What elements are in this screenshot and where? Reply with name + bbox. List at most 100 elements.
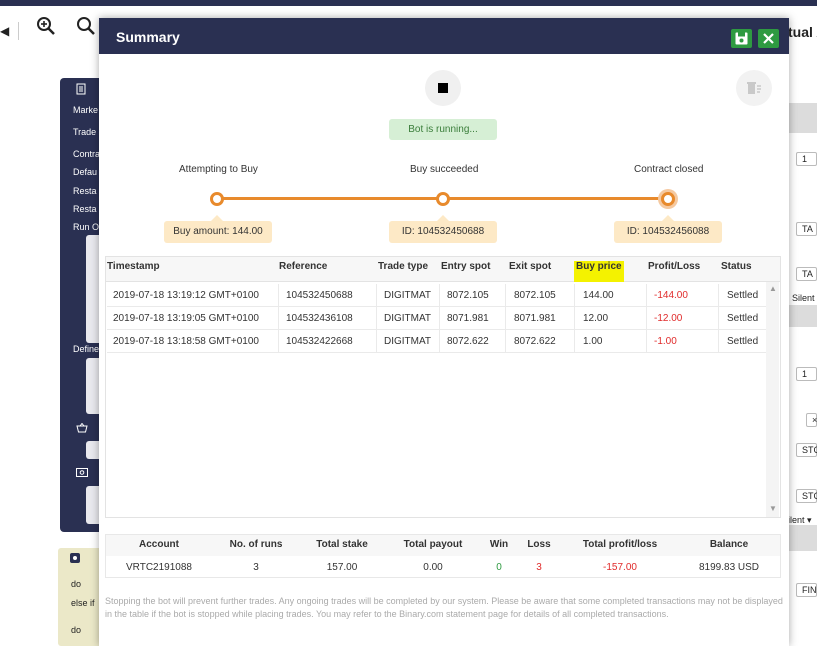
side-label: Trade <box>73 127 97 137</box>
win-count-value: 0 <box>496 562 502 573</box>
value-input[interactable]: FIN <box>796 583 817 597</box>
scroll-up-icon[interactable]: ▲ <box>769 284 777 293</box>
side-label: Contra <box>73 149 101 159</box>
stop-icon <box>438 83 448 93</box>
column-header[interactable]: Status <box>721 261 752 272</box>
value-input[interactable]: 1 <box>796 152 817 166</box>
workspace-block <box>788 525 817 551</box>
save-button[interactable] <box>731 29 752 48</box>
side-label: Marke <box>73 105 99 115</box>
cell-profit-loss: -144.00 <box>647 284 719 307</box>
buy-id-chip: ID: 104532450688 <box>389 221 497 243</box>
scroll-down-icon[interactable]: ▼ <box>769 504 777 513</box>
column-header[interactable]: Timestamp <box>107 261 160 272</box>
contract-id-chip: ID: 104532456088 <box>614 221 722 243</box>
value-dropdown[interactable]: ilent ▾ <box>788 515 812 525</box>
stop-bot-disclaimer: Stopping the bot will prevent further tr… <box>105 596 783 619</box>
cell-trade-type: DIGITMAT <box>377 284 440 307</box>
trade-parameters-block[interactable]: Marke Trade Contra Defau Resta Resta Run… <box>60 78 102 532</box>
stage-dot-buy-succeeded <box>436 192 450 206</box>
cell-exit-spot: 8072.622 <box>506 330 575 353</box>
clear-icon <box>747 82 761 94</box>
value-input[interactable]: STC <box>796 489 817 503</box>
workspace-block <box>788 305 817 327</box>
zoom-in-icon[interactable] <box>36 16 58 38</box>
column-header-highlighted[interactable]: Buy price <box>574 261 624 282</box>
column-header[interactable]: Trade type <box>378 261 429 272</box>
cash-icon <box>76 468 88 480</box>
cell-profit-loss: -12.00 <box>647 307 719 330</box>
column-header[interactable]: Profit/Loss <box>648 261 701 272</box>
table-row[interactable]: 2019-07-18 13:19:05 GMT+0100 10453243610… <box>107 307 767 330</box>
column-header[interactable]: Exit spot <box>509 261 552 272</box>
value-input[interactable]: TA <box>796 267 817 281</box>
summary-table-header: Account No. of runs Total stake Total pa… <box>106 535 780 556</box>
side-label: Run O <box>73 222 100 232</box>
summary-header: Win <box>489 539 509 550</box>
cell-timestamp: 2019-07-18 13:19:12 GMT+0100 <box>107 284 279 307</box>
document-icon <box>76 83 88 95</box>
undo-icon[interactable]: ◀ <box>0 24 10 38</box>
chip-pointer <box>662 215 674 221</box>
bot-status-badge: Bot is running... <box>389 119 497 140</box>
cell-timestamp: 2019-07-18 13:18:58 GMT+0100 <box>107 330 279 353</box>
save-icon <box>735 32 748 45</box>
cell-profit-loss: -1.00 <box>647 330 719 353</box>
value-input[interactable]: 1 <box>796 367 817 381</box>
column-header[interactable]: Entry spot <box>441 261 491 272</box>
summary-header: Loss <box>527 539 551 550</box>
balance-value: 8199.83 USD <box>698 562 760 573</box>
right-workspace-blocks: 1 TA TA Silent 1 × STC STC ilent ▾ FIN <box>788 95 817 646</box>
table-row[interactable]: 2019-07-18 13:19:12 GMT+0100 10453245068… <box>107 284 767 307</box>
value-input[interactable]: STC <box>796 443 817 457</box>
account-value: VRTC2191088 <box>126 562 192 573</box>
condition-block[interactable]: do else if do <box>58 548 102 646</box>
zoom-out-icon[interactable] <box>76 16 98 38</box>
summary-header: Balance <box>709 539 749 550</box>
chip-pointer <box>211 215 223 221</box>
cell-exit-spot: 8071.981 <box>506 307 575 330</box>
value-input[interactable]: × <box>806 413 817 427</box>
do-label: do <box>71 625 82 635</box>
summary-header: No. of runs <box>229 539 283 550</box>
side-label: Defau <box>73 167 98 177</box>
purchase-box <box>86 441 102 459</box>
cell-buy-price: 144.00 <box>575 284 647 307</box>
runs-value: 3 <box>253 562 259 573</box>
value-text: Silent <box>792 293 815 303</box>
side-label: Resta <box>73 186 97 196</box>
cell-trade-type: DIGITMAT <box>377 307 440 330</box>
clear-button[interactable] <box>736 70 772 106</box>
stage-label-buying: Attempting to Buy <box>179 164 258 175</box>
dialog-title: Summary <box>116 29 180 45</box>
account-type-label: tual A <box>788 24 817 40</box>
column-header[interactable]: Reference <box>279 261 328 272</box>
cell-reference: 104532450688 <box>279 284 377 307</box>
sell-box <box>86 486 102 524</box>
summary-header: Total profit/loss <box>582 539 658 550</box>
summary-table: Account No. of runs Total stake Total pa… <box>105 534 781 578</box>
cell-entry-spot: 8071.981 <box>440 307 506 330</box>
side-label: Resta <box>73 204 97 214</box>
chip-pointer <box>437 215 449 221</box>
summary-header: Account <box>139 539 179 550</box>
stage-label-buy-succeeded: Buy succeeded <box>410 164 479 175</box>
value-input[interactable]: TA <box>796 222 817 236</box>
stop-bot-button[interactable] <box>425 70 461 106</box>
summary-header: Total stake <box>316 539 368 550</box>
summary-dialog: Summary Bot is running... Attempting to … <box>99 18 789 646</box>
loss-count-value: 3 <box>536 562 542 573</box>
table-row[interactable]: 2019-07-18 13:18:58 GMT+0100 10453242266… <box>107 330 767 353</box>
total-payout-value: 0.00 <box>423 562 443 573</box>
trades-table-header: Timestamp Reference Trade type Entry spo… <box>106 257 780 282</box>
cell-reference: 104532422668 <box>279 330 377 353</box>
close-icon <box>763 33 774 44</box>
top-strip <box>0 0 817 6</box>
run-once-box <box>86 235 102 343</box>
cell-status: Settled <box>727 336 759 347</box>
table-scrollbar[interactable]: ▲ ▼ <box>766 282 779 517</box>
cell-status: Settled <box>727 290 759 301</box>
dialog-header: Summary <box>99 18 789 54</box>
basket-icon <box>76 422 88 435</box>
close-button[interactable] <box>758 29 779 48</box>
